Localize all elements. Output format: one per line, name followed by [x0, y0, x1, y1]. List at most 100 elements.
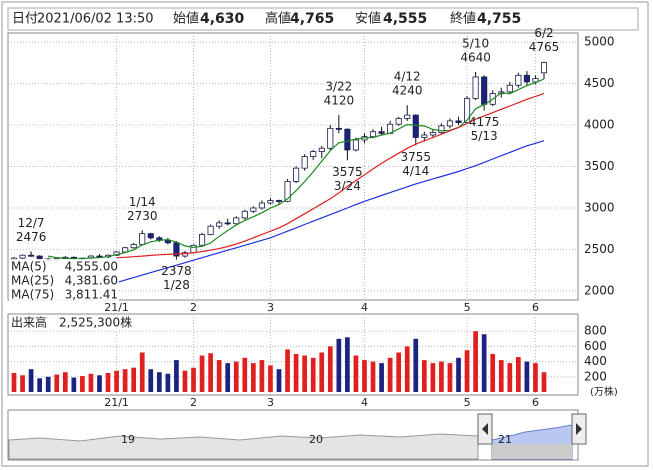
volume-bar — [131, 367, 137, 392]
candle-body — [36, 255, 43, 260]
candle-body — [404, 114, 411, 119]
volume-bar — [45, 376, 51, 392]
annotation-value: 4640 — [460, 50, 491, 64]
candle-body — [275, 200, 283, 202]
candle-body — [258, 202, 265, 209]
candle-body — [464, 98, 471, 123]
volume-bar — [182, 370, 188, 392]
navigator-label: 21 — [498, 433, 512, 446]
volume-bar — [105, 373, 111, 392]
volume-bar — [473, 331, 478, 392]
volume-bar — [54, 374, 60, 392]
volume-bar — [114, 370, 119, 392]
navigator-scrollbar[interactable] — [492, 444, 572, 459]
volume-bar — [336, 338, 342, 392]
y-tick-label: 800 — [584, 324, 607, 338]
candle-body — [216, 222, 223, 227]
annotation-value: 2730 — [127, 209, 158, 223]
annotation-value: 2378 — [161, 264, 192, 278]
header-label: 始値 — [173, 11, 199, 27]
y-tick-label: 600 — [584, 339, 607, 353]
candle-body — [532, 78, 539, 83]
volume-bar — [507, 363, 513, 392]
volume-bar — [421, 360, 427, 392]
candle-body — [122, 247, 129, 253]
candle-body — [164, 239, 171, 244]
x-tick-label: 6 — [532, 396, 539, 409]
navigator-label: 20 — [309, 433, 323, 446]
candle-body — [241, 210, 248, 219]
legend-name: MA(75) — [11, 288, 54, 302]
annotation-date: 4/14 — [402, 164, 429, 178]
candle-body — [352, 139, 359, 151]
header-label: 日付 — [12, 12, 38, 27]
volume-bar — [439, 361, 444, 392]
candle-body — [28, 254, 35, 257]
moving-average-line — [116, 140, 545, 284]
volume-bar — [464, 350, 470, 392]
annotation-date: 12/7 — [18, 216, 45, 230]
candle-body — [147, 233, 154, 239]
volume-bar — [20, 375, 25, 392]
annotation-value: 3575 — [332, 165, 363, 179]
volume-bar — [37, 378, 42, 392]
x-tick-label: 5 — [464, 396, 471, 409]
candle-body — [421, 134, 428, 138]
volume-bar — [199, 355, 205, 392]
volume-bar — [139, 352, 145, 392]
header-label: 高値 — [265, 11, 291, 27]
y-tick-label: 5000 — [584, 35, 615, 49]
volume-bar — [498, 360, 504, 392]
volume-bar — [62, 372, 68, 392]
y-tick-label: 2500 — [584, 242, 615, 256]
volume-bar — [353, 355, 359, 392]
volume-bar — [233, 361, 239, 392]
candle-body — [395, 118, 402, 125]
volume-bar — [97, 375, 102, 392]
candle-body — [293, 167, 300, 182]
y-tick-label: 3000 — [584, 200, 615, 214]
volume-bar — [156, 372, 162, 392]
annotation-value: 2476 — [16, 230, 47, 244]
volume-bar — [302, 355, 307, 392]
y-tick-label: 400 — [584, 354, 607, 368]
candle-body — [250, 207, 257, 212]
x-tick-label: 4 — [361, 396, 368, 409]
volume-bar — [490, 354, 496, 392]
candle-body — [224, 222, 231, 225]
volume-bar — [516, 357, 521, 392]
volume-bar — [174, 360, 179, 392]
volume-bar — [293, 354, 299, 392]
x-tick-label: 3 — [267, 301, 274, 314]
volume-unit: (万株) — [590, 385, 618, 398]
annotation-date: 5/10 — [462, 36, 489, 50]
volume-bar — [345, 337, 350, 392]
header-value: 4,755 — [477, 11, 521, 27]
candle-body — [190, 244, 197, 254]
header-value: 4,630 — [200, 11, 245, 27]
volume-bar — [456, 357, 461, 392]
volume-bar — [165, 373, 171, 392]
annotation-date: 5/13 — [471, 129, 498, 143]
annotation-date: 3/22 — [325, 80, 352, 94]
annotation-date: 1/28 — [163, 278, 190, 292]
volume-bar — [216, 360, 222, 392]
candle-body — [481, 76, 488, 105]
header-label: 終値 — [450, 11, 476, 27]
volume-bar — [524, 361, 530, 392]
y-tick-label: 3500 — [584, 159, 615, 173]
candle-body — [335, 127, 342, 130]
candle-body — [369, 131, 377, 138]
candle-body — [181, 252, 189, 257]
candle-body — [199, 234, 206, 246]
x-tick-label: 21/1 — [104, 301, 129, 314]
handle-arrow — [576, 423, 582, 435]
y-tick-label: 4000 — [584, 118, 615, 132]
candle-body — [310, 151, 317, 157]
x-tick-label: 21/1 — [104, 396, 129, 409]
legend-value: 4,381.60 — [65, 274, 118, 288]
moving-average-line — [116, 92, 545, 259]
navigator-label: 19 — [121, 433, 135, 446]
volume-bar — [430, 363, 436, 392]
